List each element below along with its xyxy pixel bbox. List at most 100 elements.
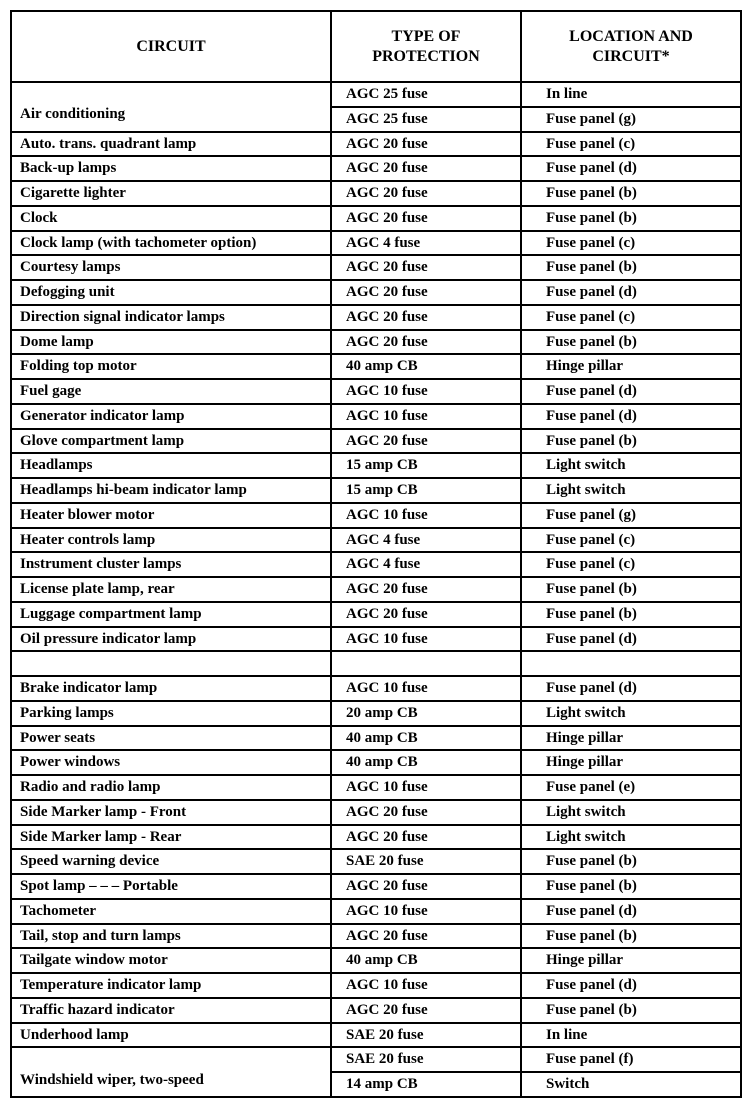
protection-cell: SAE 20 fuse xyxy=(331,1023,521,1048)
circuit-cell: Oil pressure indicator lamp xyxy=(11,627,331,652)
table-row: Windshield wiper, two-speedSAE 20 fuseFu… xyxy=(11,1047,741,1072)
location-cell: Fuse panel (d) xyxy=(521,404,741,429)
protection-cell: AGC 4 fuse xyxy=(331,552,521,577)
location-cell: Fuse panel (b) xyxy=(521,429,741,454)
circuit-cell: Defogging unit xyxy=(11,280,331,305)
protection-cell: AGC 10 fuse xyxy=(331,379,521,404)
location-cell: Fuse panel (g) xyxy=(521,107,741,132)
protection-cell: AGC 20 fuse xyxy=(331,132,521,157)
circuit-cell: License plate lamp, rear xyxy=(11,577,331,602)
header-circuit: CIRCUIT xyxy=(11,11,331,82)
circuit-protection-table: CIRCUIT TYPE OF PROTECTION LOCATION AND … xyxy=(10,10,742,1098)
location-cell: Fuse panel (e) xyxy=(521,775,741,800)
location-cell: Hinge pillar xyxy=(521,726,741,751)
protection-cell: AGC 10 fuse xyxy=(331,627,521,652)
table-row: ClockAGC 20 fuseFuse panel (b) xyxy=(11,206,741,231)
table-row: Folding top motor40 amp CBHinge pillar xyxy=(11,354,741,379)
location-cell: Fuse panel (d) xyxy=(521,627,741,652)
circuit-cell: Glove compartment lamp xyxy=(11,429,331,454)
table-row: Temperature indicator lampAGC 10 fuseFus… xyxy=(11,973,741,998)
location-cell: Hinge pillar xyxy=(521,354,741,379)
protection-cell: AGC 10 fuse xyxy=(331,503,521,528)
header-protection: TYPE OF PROTECTION xyxy=(331,11,521,82)
circuit-cell: Headlamps xyxy=(11,453,331,478)
protection-cell: AGC 20 fuse xyxy=(331,800,521,825)
circuit-cell: Folding top motor xyxy=(11,354,331,379)
circuit-cell: Heater blower motor xyxy=(11,503,331,528)
circuit-cell: Power windows xyxy=(11,750,331,775)
circuit-cell: Traffic hazard indicator xyxy=(11,998,331,1023)
location-cell: Light switch xyxy=(521,701,741,726)
table-row: Side Marker lamp - FrontAGC 20 fuseLight… xyxy=(11,800,741,825)
location-cell: Fuse panel (d) xyxy=(521,156,741,181)
protection-cell: 40 amp CB xyxy=(331,726,521,751)
circuit-cell: Clock lamp (with tachometer option) xyxy=(11,231,331,256)
protection-cell: AGC 20 fuse xyxy=(331,305,521,330)
table-row: Underhood lampSAE 20 fuseIn line xyxy=(11,1023,741,1048)
protection-cell: SAE 20 fuse xyxy=(331,1047,521,1072)
location-cell: Fuse panel (d) xyxy=(521,899,741,924)
location-cell: Light switch xyxy=(521,478,741,503)
location-cell: Fuse panel (d) xyxy=(521,973,741,998)
circuit-cell: Speed warning device xyxy=(11,849,331,874)
protection-cell: AGC 20 fuse xyxy=(331,280,521,305)
circuit-cell: Fuel gage xyxy=(11,379,331,404)
location-cell: Fuse panel (b) xyxy=(521,330,741,355)
location-cell: Switch xyxy=(521,1072,741,1097)
spacer-cell xyxy=(331,651,521,676)
circuit-cell: Auto. trans. quadrant lamp xyxy=(11,132,331,157)
table-row: Clock lamp (with tachometer option)AGC 4… xyxy=(11,231,741,256)
table-row: Oil pressure indicator lampAGC 10 fuseFu… xyxy=(11,627,741,652)
protection-cell: AGC 20 fuse xyxy=(331,577,521,602)
table-row: Heater blower motorAGC 10 fuseFuse panel… xyxy=(11,503,741,528)
location-cell: Fuse panel (b) xyxy=(521,181,741,206)
protection-cell: AGC 20 fuse xyxy=(331,156,521,181)
table-row: Tailgate window motor40 amp CBHinge pill… xyxy=(11,948,741,973)
protection-cell: AGC 20 fuse xyxy=(331,330,521,355)
circuit-cell: Air conditioning xyxy=(11,82,331,132)
protection-cell: AGC 10 fuse xyxy=(331,404,521,429)
protection-cell: AGC 4 fuse xyxy=(331,528,521,553)
protection-cell: 40 amp CB xyxy=(331,948,521,973)
location-cell: Fuse panel (c) xyxy=(521,305,741,330)
table-row: Heater controls lampAGC 4 fuseFuse panel… xyxy=(11,528,741,553)
circuit-cell: Brake indicator lamp xyxy=(11,676,331,701)
location-cell: Fuse panel (b) xyxy=(521,998,741,1023)
table-row: Power windows40 amp CBHinge pillar xyxy=(11,750,741,775)
table-row: Direction signal indicator lampsAGC 20 f… xyxy=(11,305,741,330)
location-cell: Hinge pillar xyxy=(521,948,741,973)
location-cell: In line xyxy=(521,82,741,107)
table-row: Headlamps15 amp CBLight switch xyxy=(11,453,741,478)
circuit-cell: Instrument cluster lamps xyxy=(11,552,331,577)
protection-cell: AGC 20 fuse xyxy=(331,924,521,949)
table-row: Dome lampAGC 20 fuseFuse panel (b) xyxy=(11,330,741,355)
table-row: Defogging unitAGC 20 fuseFuse panel (d) xyxy=(11,280,741,305)
spacer-cell xyxy=(11,651,331,676)
table-row: Generator indicator lampAGC 10 fuseFuse … xyxy=(11,404,741,429)
circuit-cell: Luggage compartment lamp xyxy=(11,602,331,627)
location-cell: Fuse panel (b) xyxy=(521,577,741,602)
table-row: Side Marker lamp - RearAGC 20 fuseLight … xyxy=(11,825,741,850)
table-row: Back-up lampsAGC 20 fuseFuse panel (d) xyxy=(11,156,741,181)
table-row: TachometerAGC 10 fuseFuse panel (d) xyxy=(11,899,741,924)
protection-cell: 15 amp CB xyxy=(331,453,521,478)
table-row: Fuel gageAGC 10 fuseFuse panel (d) xyxy=(11,379,741,404)
location-cell: Fuse panel (f) xyxy=(521,1047,741,1072)
table-row: Parking lamps20 amp CBLight switch xyxy=(11,701,741,726)
table-header-row: CIRCUIT TYPE OF PROTECTION LOCATION AND … xyxy=(11,11,741,82)
protection-cell: 15 amp CB xyxy=(331,478,521,503)
circuit-cell: Courtesy lamps xyxy=(11,255,331,280)
circuit-cell: Clock xyxy=(11,206,331,231)
circuit-cell: Spot lamp – – – Portable xyxy=(11,874,331,899)
circuit-cell: Temperature indicator lamp xyxy=(11,973,331,998)
location-cell: Fuse panel (b) xyxy=(521,849,741,874)
circuit-cell: Side Marker lamp - Front xyxy=(11,800,331,825)
location-cell: Fuse panel (b) xyxy=(521,874,741,899)
circuit-cell: Side Marker lamp - Rear xyxy=(11,825,331,850)
circuit-cell: Tachometer xyxy=(11,899,331,924)
circuit-cell: Radio and radio lamp xyxy=(11,775,331,800)
protection-cell: AGC 4 fuse xyxy=(331,231,521,256)
spacer-cell xyxy=(521,651,741,676)
circuit-cell: Generator indicator lamp xyxy=(11,404,331,429)
table-row: Instrument cluster lampsAGC 4 fuseFuse p… xyxy=(11,552,741,577)
